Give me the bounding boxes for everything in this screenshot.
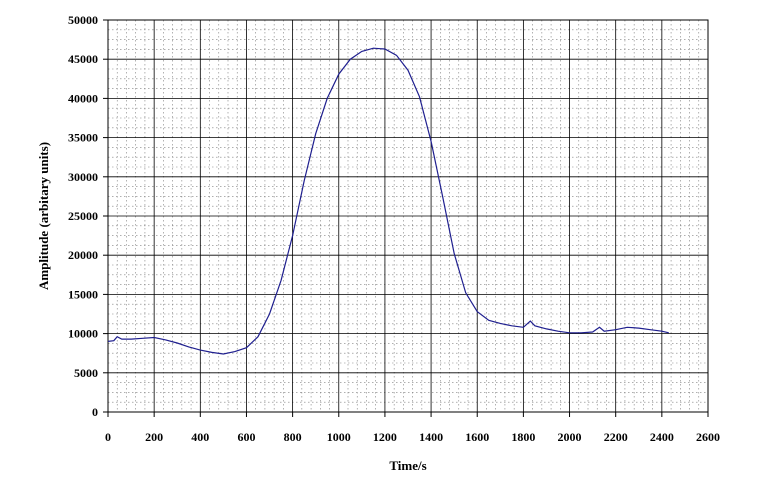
y-tick-label: 40000: [68, 91, 98, 105]
x-axis-title: Time/s: [389, 458, 426, 473]
x-axis-ticks: 0 200 400 600 800 1000 1200 1400 1600 1800 2000 220…: [105, 412, 720, 444]
y-tick-label: 45000: [68, 52, 98, 66]
x-tick-label: 2200: [604, 430, 628, 444]
y-tick-label: 20000: [68, 248, 98, 262]
y-tick-label: 10000: [68, 327, 98, 341]
y-tick-label: 50000: [68, 13, 98, 27]
x-tick-label: 1200: [373, 430, 397, 444]
y-tick-label: 35000: [68, 131, 98, 145]
x-tick-label: 2400: [650, 430, 674, 444]
y-tick-label: 25000: [68, 209, 98, 223]
x-tick-label: 2000: [558, 430, 582, 444]
x-tick-label: 2600: [696, 430, 720, 444]
series-line: [107, 47, 669, 355]
x-tick-label: 1400: [419, 430, 443, 444]
x-tick-label: 1800: [511, 430, 535, 444]
y-tick-label: 0: [92, 405, 98, 419]
y-tick-label: 30000: [68, 170, 98, 184]
x-tick-label: 0: [105, 430, 111, 444]
x-tick-label: 400: [191, 430, 209, 444]
y-tick-label: 15000: [68, 287, 98, 301]
y-axis-ticks: 0 5000 10000 15000 20000 25000 30000 35000 40000…: [68, 13, 108, 419]
x-tick-label: 1000: [327, 430, 351, 444]
y-axis-title: Amplitude (arbitary units): [36, 142, 51, 290]
x-tick-label: 200: [145, 430, 163, 444]
x-tick-label: 800: [284, 430, 302, 444]
x-tick-label: 1600: [465, 430, 489, 444]
x-tick-label: 600: [237, 430, 255, 444]
y-tick-label: 5000: [74, 366, 98, 380]
